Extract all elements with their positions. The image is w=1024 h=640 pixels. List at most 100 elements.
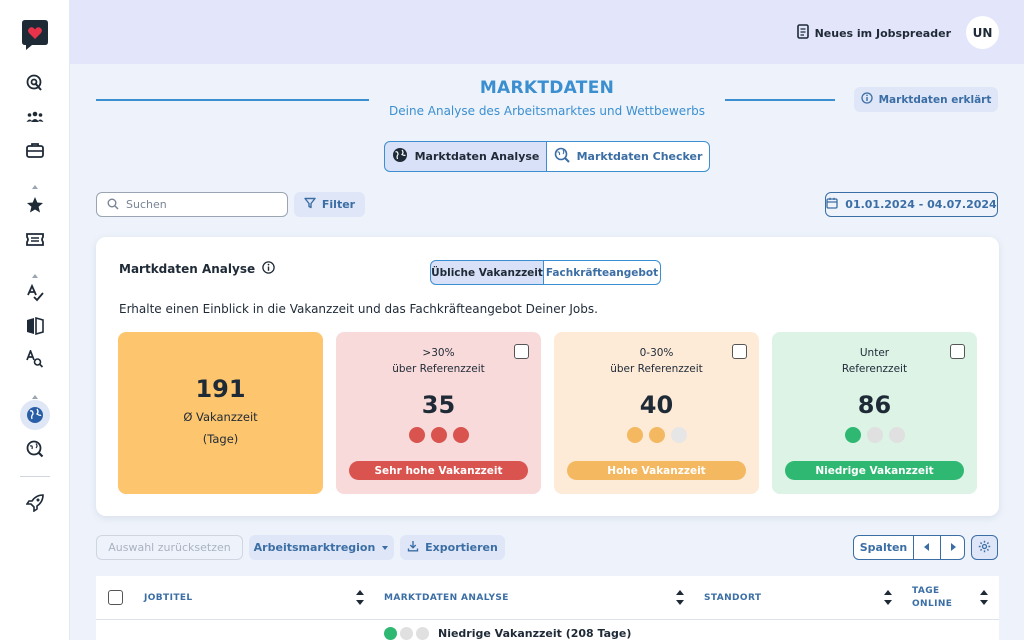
labor-market-region-dropdown[interactable]: Arbeitsmarktregion: [249, 535, 394, 560]
kpi-checkbox[interactable]: [514, 344, 529, 359]
page-subtitle: Deine Analyse des Arbeitsmarktes und Wet…: [389, 104, 705, 118]
kpi-checkbox[interactable]: [732, 344, 747, 359]
spell-check-icon[interactable]: [22, 280, 48, 306]
globe-icon: [392, 147, 408, 166]
card-title: Martkdaten Analyse: [119, 261, 275, 277]
top-bar: Neues im Jobspreader UN: [70, 0, 1024, 64]
kpi-label: Ø Vakanzzeit: [183, 410, 258, 424]
kpi-checkbox[interactable]: [950, 344, 965, 359]
page-title: MARKTDATEN: [479, 78, 615, 98]
briefcase-icon[interactable]: [22, 137, 48, 163]
marktdaten-explained-button[interactable]: Marktdaten erklärt: [854, 87, 998, 112]
info-icon: [860, 92, 873, 107]
clock-icon: [844, 427, 861, 443]
globe-search-icon[interactable]: [22, 436, 48, 462]
kpi-reference-label: Referenzzeit: [841, 363, 908, 375]
news-button[interactable]: Neues im Jobspreader: [796, 24, 951, 42]
reset-selection-button[interactable]: Auswahl zurücksetzen: [96, 535, 243, 560]
row-analysis-text: Niedrige Vakanzzeit (208 Tage): [438, 627, 632, 640]
tab-marktdaten-analyse[interactable]: Marktdaten Analyse: [384, 141, 547, 172]
select-all-checkbox[interactable]: [108, 590, 123, 605]
sort-icon[interactable]: [884, 588, 892, 608]
clock-icon: [670, 427, 687, 443]
collapse-caret-icon[interactable]: [31, 385, 39, 399]
ticket-icon[interactable]: [22, 226, 48, 252]
user-avatar[interactable]: UN: [966, 16, 999, 49]
search-input[interactable]: [126, 198, 276, 211]
kpi-range-label: 0-30%: [639, 347, 674, 359]
globe-icon[interactable]: [20, 400, 50, 430]
export-label: Exportieren: [425, 541, 498, 554]
scroll-right-button[interactable]: [940, 535, 965, 560]
clock-rating: [554, 427, 759, 443]
tab-label: Marktdaten Analyse: [414, 150, 540, 163]
gear-icon: [978, 540, 991, 556]
kpi-unit-label: (Tage): [202, 432, 239, 446]
kpi-average-vacancy: 191 Ø Vakanzzeit (Tage): [118, 332, 323, 494]
kpi-value: 191: [195, 375, 246, 403]
column-header-tage[interactable]: TAGE: [912, 586, 940, 596]
region-label: Arbeitsmarktregion: [253, 541, 376, 554]
targeting-icon[interactable]: [22, 70, 48, 96]
kpi-range-label: Unter: [859, 347, 890, 359]
filter-button[interactable]: Filter: [294, 192, 365, 217]
filter-label: Filter: [321, 198, 356, 211]
kpi-value: 86: [857, 391, 892, 419]
clock-icon: [452, 427, 469, 443]
clock-icon: [400, 627, 413, 640]
chevron-down-icon: [381, 541, 389, 554]
search-icon: [107, 195, 119, 214]
collapse-caret-icon[interactable]: [31, 175, 39, 189]
table-settings-button[interactable]: [971, 535, 998, 560]
kpi-high-vacancy[interactable]: 0-30% über Referenzzeit 40 Hohe Vakanzze…: [554, 332, 759, 494]
calendar-icon: [826, 197, 838, 212]
date-range-picker[interactable]: 01.01.2024 - 04.07.2024: [825, 192, 998, 217]
jobs-table-header: JOBTITEL MARKTDATEN ANALYSE STANDORT TAG…: [96, 576, 999, 620]
column-header-marktdaten-analyse[interactable]: MARKTDATEN ANALYSE: [384, 593, 509, 603]
star-icon[interactable]: [22, 192, 48, 218]
toggle-vakanzzeit[interactable]: Übliche Vakanzzeit: [430, 260, 544, 285]
kpi-value: 35: [421, 391, 456, 419]
triangle-left-icon: [924, 541, 930, 554]
table-row[interactable]: Niedrige Vakanzzeit (208 Tage): [96, 620, 999, 640]
kpi-low-vacancy[interactable]: Unter Referenzzeit 86 Niedrige Vakanzzei…: [772, 332, 977, 494]
clock-icon: [866, 427, 883, 443]
kpi-very-high-vacancy[interactable]: >30% über Referenzzeit 35 Sehr hohe Vaka…: [336, 332, 541, 494]
download-icon: [407, 540, 419, 555]
column-header-standort[interactable]: STANDORT: [704, 593, 762, 603]
date-range-label: 01.01.2024 - 04.07.2024: [845, 198, 997, 211]
clock-icon: [384, 627, 397, 640]
news-label: Neues im Jobspreader: [814, 26, 951, 40]
clock-icon: [888, 427, 905, 443]
clock-icon: [416, 627, 429, 640]
column-header-jobtitel[interactable]: JOBTITEL: [144, 593, 193, 603]
kpi-reference-label: über Referenzzeit: [392, 363, 485, 375]
users-group-icon[interactable]: [22, 104, 48, 130]
title-rule-right: [725, 99, 835, 101]
jobspreader-logo[interactable]: [22, 20, 48, 50]
columns-button[interactable]: Spalten: [853, 535, 914, 560]
tab-marktdaten-checker[interactable]: Marktdaten Checker: [547, 141, 710, 172]
scroll-left-button[interactable]: [914, 535, 941, 560]
news-document-icon: [796, 24, 809, 42]
text-search-icon[interactable]: [22, 346, 48, 372]
clock-icon: [648, 427, 665, 443]
search-box[interactable]: [96, 192, 288, 217]
clock-icon: [408, 427, 425, 443]
card-description: Erhalte einen Einblick in die Vakanzzeit…: [119, 302, 598, 316]
sidebar-divider: [20, 476, 50, 477]
sort-icon[interactable]: [356, 588, 364, 608]
rocket-icon[interactable]: [22, 490, 48, 516]
sort-icon[interactable]: [980, 588, 988, 608]
tab-label: Marktdaten Checker: [576, 150, 703, 163]
export-button[interactable]: Exportieren: [400, 535, 505, 560]
sort-icon[interactable]: [676, 588, 684, 608]
explain-label: Marktdaten erklärt: [878, 93, 992, 106]
collapse-caret-icon[interactable]: [31, 264, 39, 278]
toggle-fachkraefteangebot[interactable]: Fachkräfteangebot: [544, 260, 661, 285]
column-header-online[interactable]: ONLINE: [912, 599, 953, 609]
info-icon[interactable]: [262, 261, 275, 277]
clock-rating: [384, 627, 429, 640]
compare-icon[interactable]: [22, 313, 48, 339]
status-pill: Hohe Vakanzzeit: [567, 461, 746, 480]
